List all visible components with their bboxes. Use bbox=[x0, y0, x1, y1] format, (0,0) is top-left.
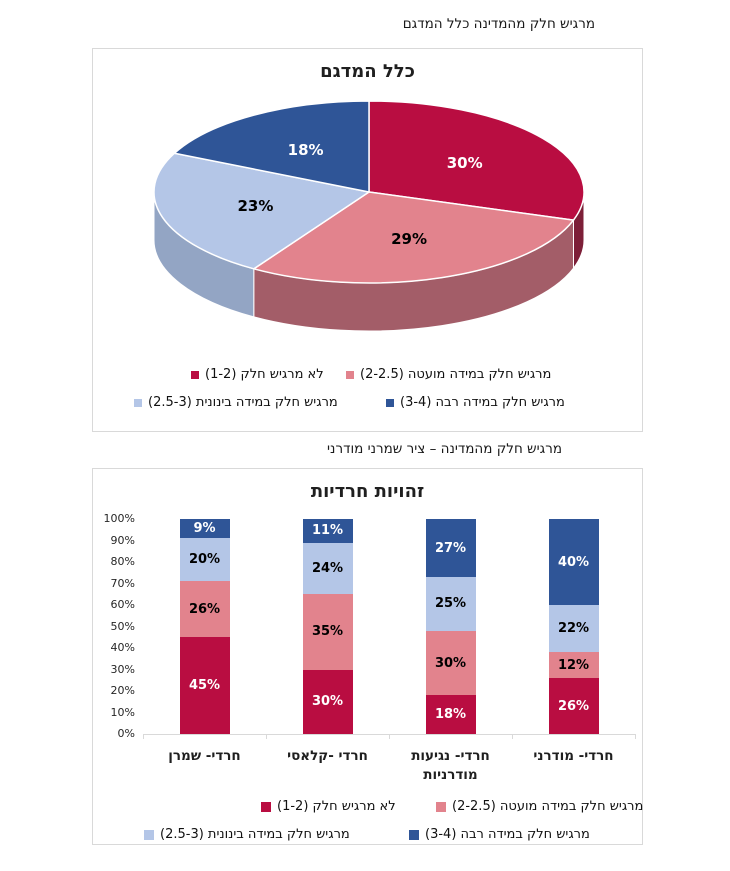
bar-segment: 30% bbox=[302, 669, 353, 734]
legend-label: לא מרגיש חלק (1-2) bbox=[205, 367, 324, 382]
bar-value-label: 18% bbox=[434, 707, 467, 723]
y-axis-tick-label: 50% bbox=[110, 619, 135, 633]
x-axis-tick bbox=[512, 734, 513, 739]
pie-slice bbox=[173, 100, 370, 193]
pie-svg bbox=[153, 100, 585, 332]
bar-chart-title: זהויות חרדיות bbox=[310, 481, 425, 502]
bar-value-label: 25% bbox=[434, 596, 467, 612]
bar-value-label: 45% bbox=[188, 678, 221, 694]
category-label: חרדי- מודרני bbox=[533, 748, 614, 764]
pie-slice bbox=[253, 191, 575, 284]
bar-segment: 20% bbox=[179, 538, 230, 582]
legend-label: מרגיש חלק במידה רבה (3-4) bbox=[400, 395, 565, 410]
legend-label: לא מרגיש חלק (1-2) bbox=[277, 799, 396, 814]
legend-swatch-icon bbox=[436, 801, 446, 812]
bar-value-label: 24% bbox=[311, 560, 344, 576]
bar-value-label: 11% bbox=[311, 523, 344, 539]
pie-chart-panel: כלל המדגם 30% 29% 23% 18% לא מרגיש חלק (1-2… bbox=[92, 48, 643, 432]
legend-label: מרגיש חלק במידה בינונית (2.5-3) bbox=[148, 395, 338, 410]
bar-segment: 26% bbox=[548, 678, 599, 734]
bar-chart-panel: זהויות חרדיות 0% 10% 20% 30% 40% 50% 60% 70% 80%… bbox=[92, 468, 643, 845]
category-label: חרדי- שמרן bbox=[168, 748, 241, 764]
bar-segment: 25% bbox=[425, 577, 476, 631]
legend-item: מרגיש חלק במידה מועטה (2-2.5) bbox=[436, 799, 643, 814]
bar-value-label: 40% bbox=[557, 554, 590, 570]
category-label: חרדי -קלאסי bbox=[287, 748, 368, 764]
legend-item: לא מרגיש חלק (1-2) bbox=[191, 367, 324, 382]
legend-item: לא מרגיש חלק (1-2) bbox=[261, 799, 396, 814]
x-axis-tick bbox=[635, 734, 636, 739]
legend-swatch-icon bbox=[409, 829, 419, 840]
legend-item: מרגיש חלק במידה בינונית (2.5-3) bbox=[144, 827, 350, 842]
y-axis-tick-label: 30% bbox=[110, 662, 135, 676]
bar-segment: 40% bbox=[548, 519, 599, 605]
legend-label: מרגיש חלק במידה מועטה (2-2.5) bbox=[360, 367, 552, 382]
y-axis-tick-label: 90% bbox=[110, 533, 135, 547]
bar-segment: 24% bbox=[302, 542, 353, 595]
bar-value-label: 30% bbox=[434, 655, 467, 671]
x-axis-tick bbox=[266, 734, 267, 739]
legend-label: מרגיש חלק במידה רבה (3-4) bbox=[425, 827, 590, 842]
legend-row: מרגיש חלק במידה בינונית (2.5-3) מרגיש חלק… bbox=[93, 395, 642, 417]
pie-value-label: 23% bbox=[237, 196, 274, 215]
pie-chart-title: כלל המדגם bbox=[320, 61, 415, 82]
y-axis-tick-label: 0% bbox=[117, 727, 135, 740]
legend-row: לא מרגיש חלק (1-2) מרגיש חלק במידה מועטה … bbox=[93, 799, 643, 821]
category-label: חרדי- נגיעות מודרניות bbox=[411, 748, 490, 783]
pie-slice bbox=[368, 100, 585, 221]
bar-value-label: 12% bbox=[557, 657, 590, 673]
legend-swatch-icon bbox=[191, 370, 199, 379]
bar-value-label: 26% bbox=[557, 698, 590, 714]
legend-item: מרגיש חלק במידה רבה (3-4) bbox=[386, 395, 565, 410]
bar-segment: 35% bbox=[302, 594, 353, 670]
bar-value-label: 26% bbox=[188, 601, 221, 617]
legend-item: מרגיש חלק במידה מועטה (2-2.5) bbox=[346, 367, 551, 382]
y-axis-tick-label: 20% bbox=[110, 684, 135, 697]
bar-segment: 30% bbox=[425, 630, 476, 696]
bar-value-label: 35% bbox=[311, 624, 344, 640]
bar-segment: 9% bbox=[179, 519, 230, 539]
bar-value-label: 20% bbox=[188, 552, 221, 568]
bar-segment: 12% bbox=[548, 652, 599, 679]
legend-swatch-icon bbox=[134, 398, 142, 407]
bar-value-label: 22% bbox=[557, 621, 590, 637]
bar-segment: 11% bbox=[302, 519, 353, 543]
pie-value-label: 18% bbox=[287, 140, 324, 159]
legend-swatch-icon bbox=[261, 801, 271, 812]
pie-value-label: 30% bbox=[446, 153, 483, 172]
legend-row: מרגיש חלק במידה בינונית (2.5-3) מרגיש חלק… bbox=[93, 827, 642, 849]
y-axis-tick-label: 40% bbox=[110, 641, 135, 654]
bar-segment: 27% bbox=[425, 519, 476, 578]
legend-item: מרגיש חלק במידה רבה (3-4) bbox=[409, 827, 590, 842]
bar-value-label: 27% bbox=[434, 540, 467, 556]
legend-row: לא מרגיש חלק (1-2) מרגיש חלק במידה מועטה … bbox=[93, 367, 642, 389]
pie-slice bbox=[153, 152, 370, 270]
legend-label: מרגיש חלק במידה מועטה (2-2.5) bbox=[452, 799, 644, 814]
legend-swatch-icon bbox=[144, 829, 154, 840]
section2-title: מרגיש חלק מהמדינה – ציר שמרני מודרני bbox=[327, 441, 562, 457]
legend-label: מרגיש חלק במידה בינונית (2.5-3) bbox=[160, 827, 350, 842]
bar-segment: 26% bbox=[179, 581, 230, 638]
y-axis-tick-label: 80% bbox=[110, 555, 135, 568]
y-axis-tick-label: 60% bbox=[110, 598, 135, 611]
bar-value-label: 9% bbox=[193, 521, 216, 537]
legend-swatch-icon bbox=[346, 370, 354, 379]
bar-segment: 22% bbox=[548, 605, 599, 653]
section1-title: מרגיש חלק מהמדינה כלל המדגם bbox=[402, 16, 595, 32]
y-axis-tick-label: 100% bbox=[103, 512, 135, 525]
pie-value-label: 29% bbox=[391, 230, 427, 249]
bar-segment: 45% bbox=[179, 637, 230, 734]
x-axis-tick bbox=[389, 734, 390, 739]
x-axis-tick bbox=[143, 734, 144, 739]
bar-segment: 18% bbox=[425, 695, 476, 734]
legend-swatch-icon bbox=[386, 398, 394, 407]
y-axis-tick-label: 70% bbox=[110, 576, 135, 590]
bar-value-label: 30% bbox=[311, 694, 344, 710]
y-axis-tick-label: 10% bbox=[110, 705, 135, 719]
legend-item: מרגיש חלק במידה בינונית (2.5-3) bbox=[134, 395, 338, 410]
